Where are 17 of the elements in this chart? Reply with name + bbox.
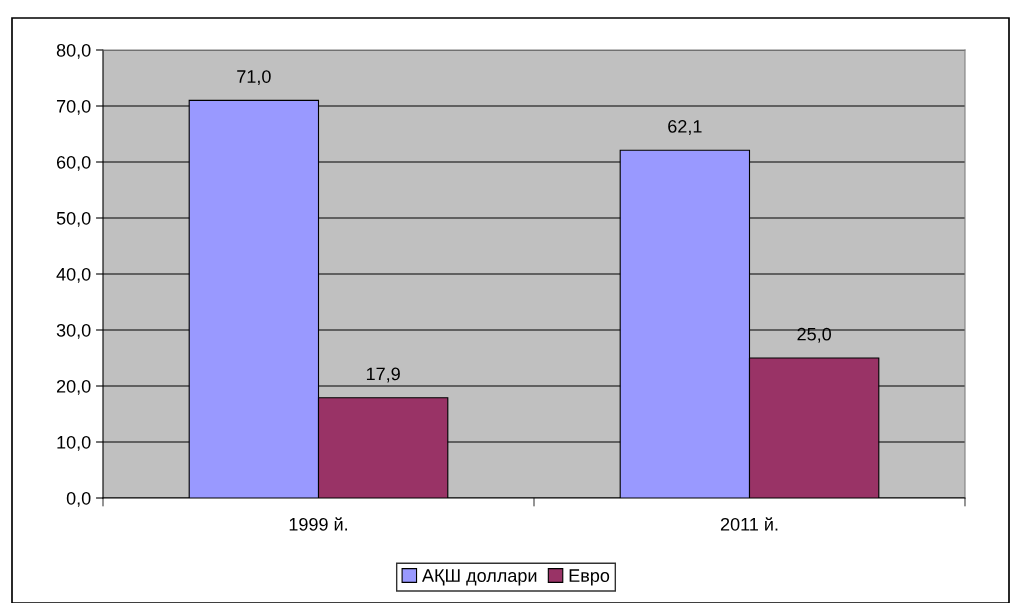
y-tick-label: 20,0 — [56, 379, 91, 395]
x-tick-label: 2011 й. — [720, 517, 778, 531]
y-tick-label: 10,0 — [57, 435, 91, 451]
legend-label: Евро — [569, 569, 610, 586]
y-tick-label: 70,0 — [56, 99, 91, 115]
data-label: 17,9 — [366, 367, 400, 383]
y-tick-label: 80,0 — [56, 43, 91, 59]
legend-label: АҚШ доллари — [422, 569, 537, 586]
y-tick-label: 0,0 — [66, 491, 91, 507]
y-tick-label: 50,0 — [56, 211, 91, 227]
y-tick-label: 40,0 — [56, 267, 91, 283]
data-label: 25,0 — [797, 327, 832, 343]
data-label: 71,0 — [237, 70, 271, 86]
y-tick-label: 60,0 — [56, 155, 91, 171]
y-tick-label: 30,0 — [56, 323, 91, 339]
data-label: 62,1 — [668, 120, 702, 135]
x-tick-label: 1999 й. — [289, 517, 347, 531]
